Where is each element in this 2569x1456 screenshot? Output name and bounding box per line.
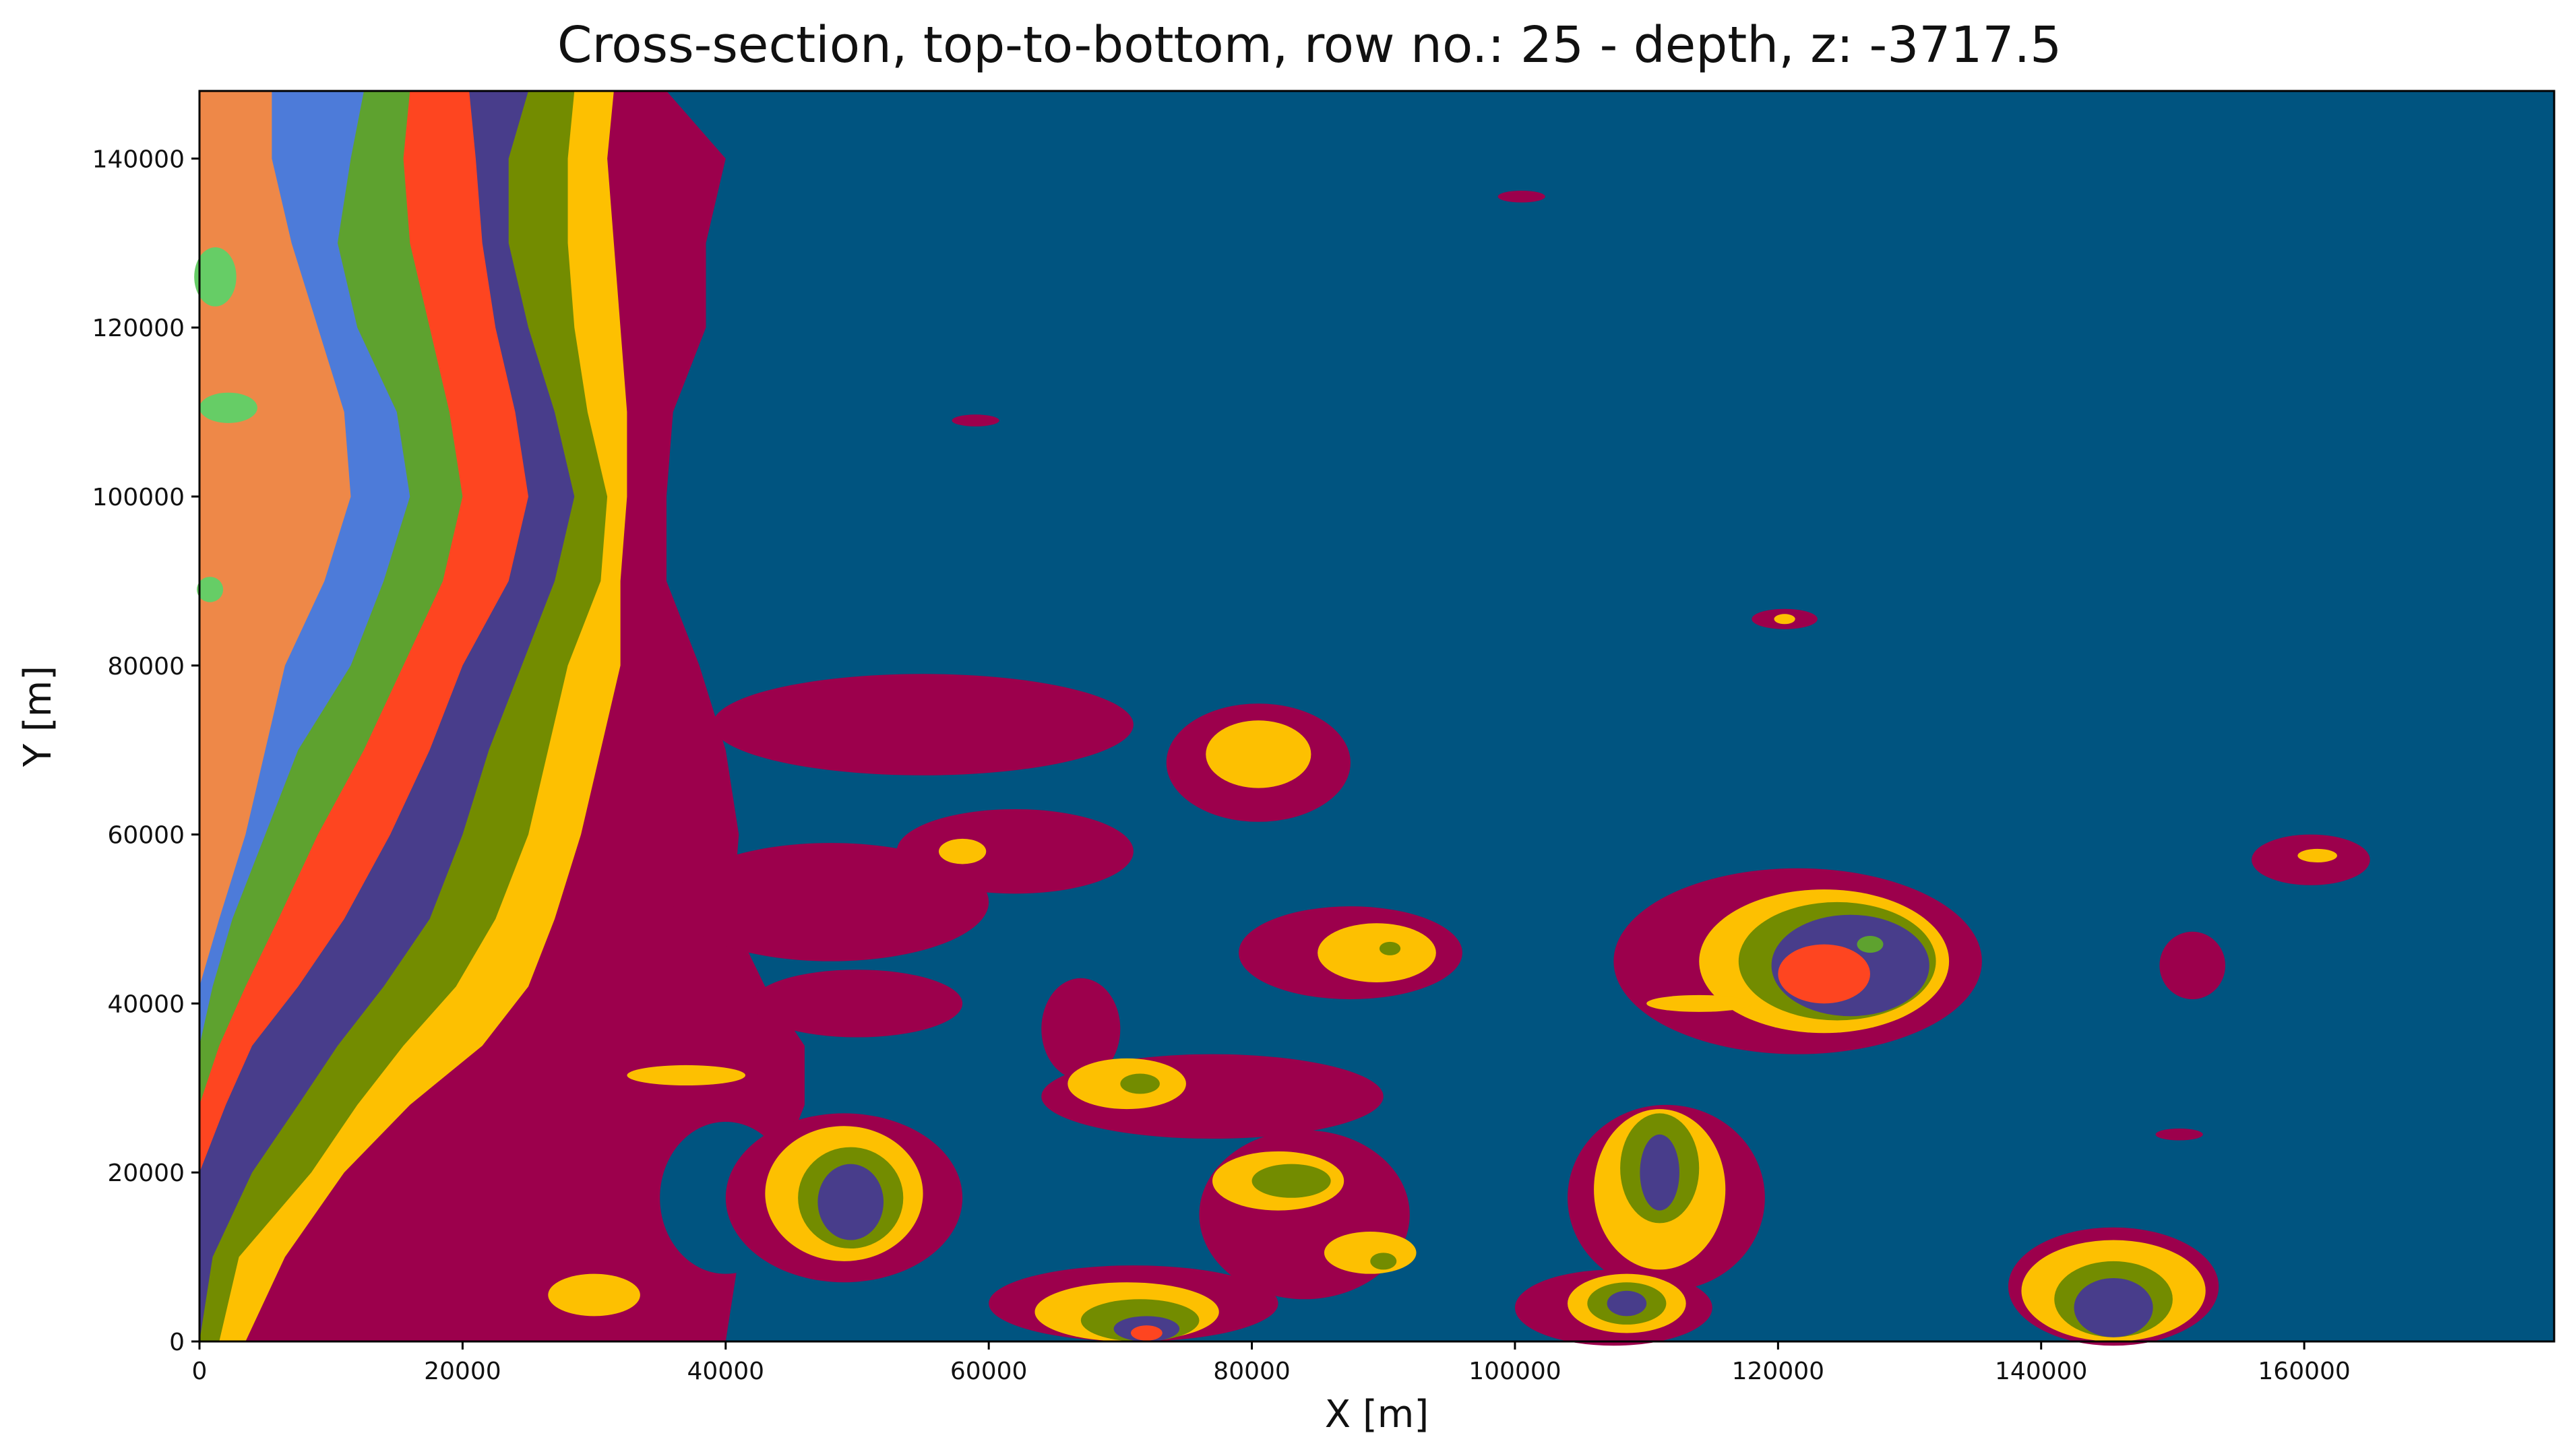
x-tick-label: 20000: [424, 1358, 501, 1385]
blob-yellow: [1206, 720, 1311, 788]
x-tick-label: 120000: [1732, 1358, 1824, 1385]
y-tick-label: 140000: [92, 146, 185, 173]
blob-maroon: [2159, 931, 2226, 1000]
blob-yellow: [938, 838, 987, 864]
blob-red: [1778, 944, 1870, 1004]
x-tick-label: 0: [192, 1358, 208, 1385]
blob-maroon: [952, 414, 999, 426]
blob-purple: [2074, 1277, 2153, 1337]
blob-yellow: [627, 1065, 746, 1086]
blob-purple: [1607, 1290, 1647, 1317]
blob-olive: [1370, 1253, 1397, 1270]
blob-maroon: [712, 674, 1134, 776]
blob-lightgreen: [194, 247, 237, 307]
x-tick-label: 80000: [1213, 1358, 1291, 1385]
blob-yellow: [1318, 923, 1436, 983]
x-axis: 0 20000 40000 60000 80000 100000 120000 140000 1…: [192, 1341, 2351, 1385]
x-tick-label: 140000: [1995, 1358, 2087, 1385]
y-tick-label: 120000: [92, 315, 185, 342]
blob-yellow: [1324, 1231, 1417, 1274]
y-tick-label: 0: [169, 1329, 185, 1356]
blob-maroon: [1041, 978, 1121, 1080]
blob-maroon: [751, 970, 963, 1038]
y-tick-label: 80000: [107, 653, 185, 680]
blob-purple: [1640, 1134, 1679, 1211]
blob-maroon: [1497, 190, 1545, 203]
blob-yellow: [1774, 614, 1795, 625]
x-axis-label: X [m]: [1325, 1393, 1429, 1436]
y-tick-label: 100000: [92, 484, 185, 511]
blob-olive: [1379, 941, 1401, 955]
y-tick-label: 60000: [107, 822, 185, 850]
y-axis-label: Y [m]: [16, 666, 60, 767]
blob-purple: [817, 1164, 884, 1240]
blob-red: [1130, 1325, 1163, 1341]
blob-maroon: [2155, 1128, 2203, 1141]
blob-yellow: [548, 1273, 640, 1317]
plot-frame: [198, 90, 2556, 1343]
y-tick-label: 20000: [107, 1160, 185, 1187]
chart-title: Cross-section, top-to-bottom, row no.: 2…: [557, 16, 2062, 74]
x-tick-label: 160000: [2258, 1358, 2350, 1385]
blob-lightgreen: [197, 577, 224, 602]
x-tick-label: 100000: [1468, 1358, 1561, 1385]
y-tick-label: 40000: [107, 990, 185, 1018]
plot-area: [194, 91, 2554, 1346]
x-tick-label: 40000: [687, 1358, 765, 1385]
blob-green: [1857, 936, 1884, 953]
blob-lightgreen: [199, 392, 257, 423]
blob-yellow: [1646, 994, 1752, 1012]
blob-olive: [1120, 1073, 1160, 1094]
blob-olive: [1251, 1164, 1331, 1198]
blob-yellow: [2297, 848, 2337, 862]
blob-maroon: [673, 843, 989, 961]
x-tick-label: 60000: [950, 1358, 1028, 1385]
y-axis: 0 20000 40000 60000 80000 100000 120000 140000: [92, 146, 199, 1356]
